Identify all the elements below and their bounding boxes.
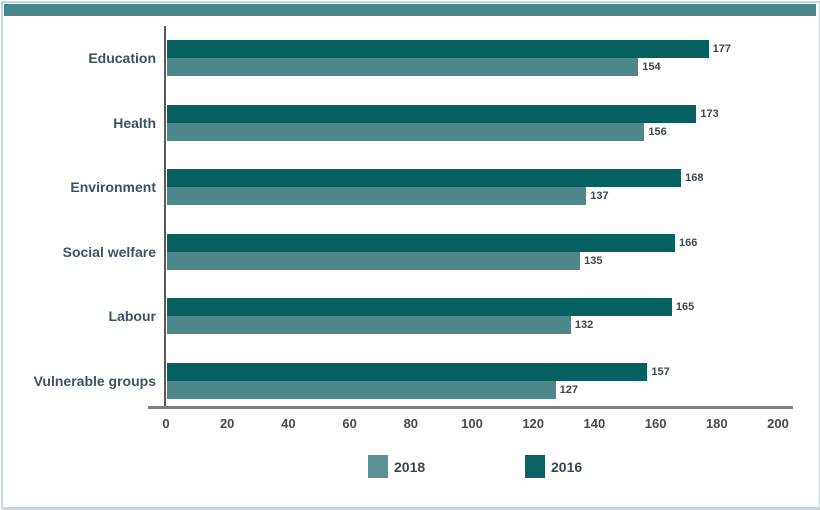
x-tick-label: 60 — [342, 416, 357, 431]
bar-2016-labour — [167, 298, 672, 317]
x-tick-label: 180 — [705, 416, 728, 431]
x-tick-label: 200 — [767, 416, 789, 431]
bar-2016-environment — [167, 169, 682, 188]
x-tick-label: 140 — [583, 416, 606, 431]
legend-label: 2016 — [551, 458, 583, 475]
value-label: 132 — [574, 319, 594, 332]
x-tick-label: 80 — [403, 416, 419, 431]
value-label: 157 — [651, 366, 670, 378]
value-label: 154 — [642, 61, 661, 73]
y-axis-line — [164, 26, 166, 409]
value-label: 135 — [584, 254, 603, 267]
category-label: Labour — [108, 308, 156, 325]
x-tick-label: 160 — [644, 416, 667, 431]
value-label: 165 — [675, 301, 695, 314]
x-tick-label: 20 — [219, 416, 235, 431]
category-label: Social welfare — [62, 243, 156, 260]
value-label: 166 — [678, 236, 698, 249]
category-label: Vulnerable groups — [33, 373, 156, 389]
legend-label: 2018 — [394, 458, 426, 475]
x-tick-label: 0 — [162, 416, 170, 431]
x-tick-label: 100 — [461, 416, 483, 431]
value-label: 127 — [559, 384, 578, 396]
bar-2018-health — [167, 122, 645, 141]
legend-item-2016: 2016 — [525, 455, 582, 478]
value-label: 156 — [648, 125, 667, 138]
value-label: 168 — [685, 172, 704, 185]
bar-2016-social-welfare — [167, 233, 675, 252]
bar-2016-education — [167, 40, 709, 58]
bar-2018-vulnerable-groups — [167, 381, 556, 399]
x-axis-line — [148, 406, 793, 409]
category-label: Education — [88, 50, 156, 66]
legend-swatch-2018 — [368, 455, 388, 478]
value-label: 177 — [712, 43, 731, 55]
bar-2018-environment — [167, 187, 587, 206]
bar-2018-labour — [167, 316, 571, 335]
plot-area: Education 177 154 Health 173 156 Environment 16… — [3, 3, 819, 507]
bar-2018-social-welfare — [167, 251, 581, 270]
x-tick-label: 120 — [522, 416, 545, 431]
category-label: Health — [113, 114, 156, 131]
legend-swatch-2016 — [525, 455, 545, 478]
legend-item-2018: 2018 — [368, 455, 425, 478]
category-label: Environment — [70, 179, 156, 196]
bar-2018-education — [167, 58, 639, 76]
value-label: 173 — [700, 107, 719, 120]
top-band-decoration — [4, 4, 816, 16]
bar-2016-health — [167, 104, 697, 123]
bar-2016-vulnerable-groups — [167, 363, 648, 381]
x-tick-label: 40 — [281, 416, 296, 431]
value-label: 137 — [590, 190, 609, 203]
